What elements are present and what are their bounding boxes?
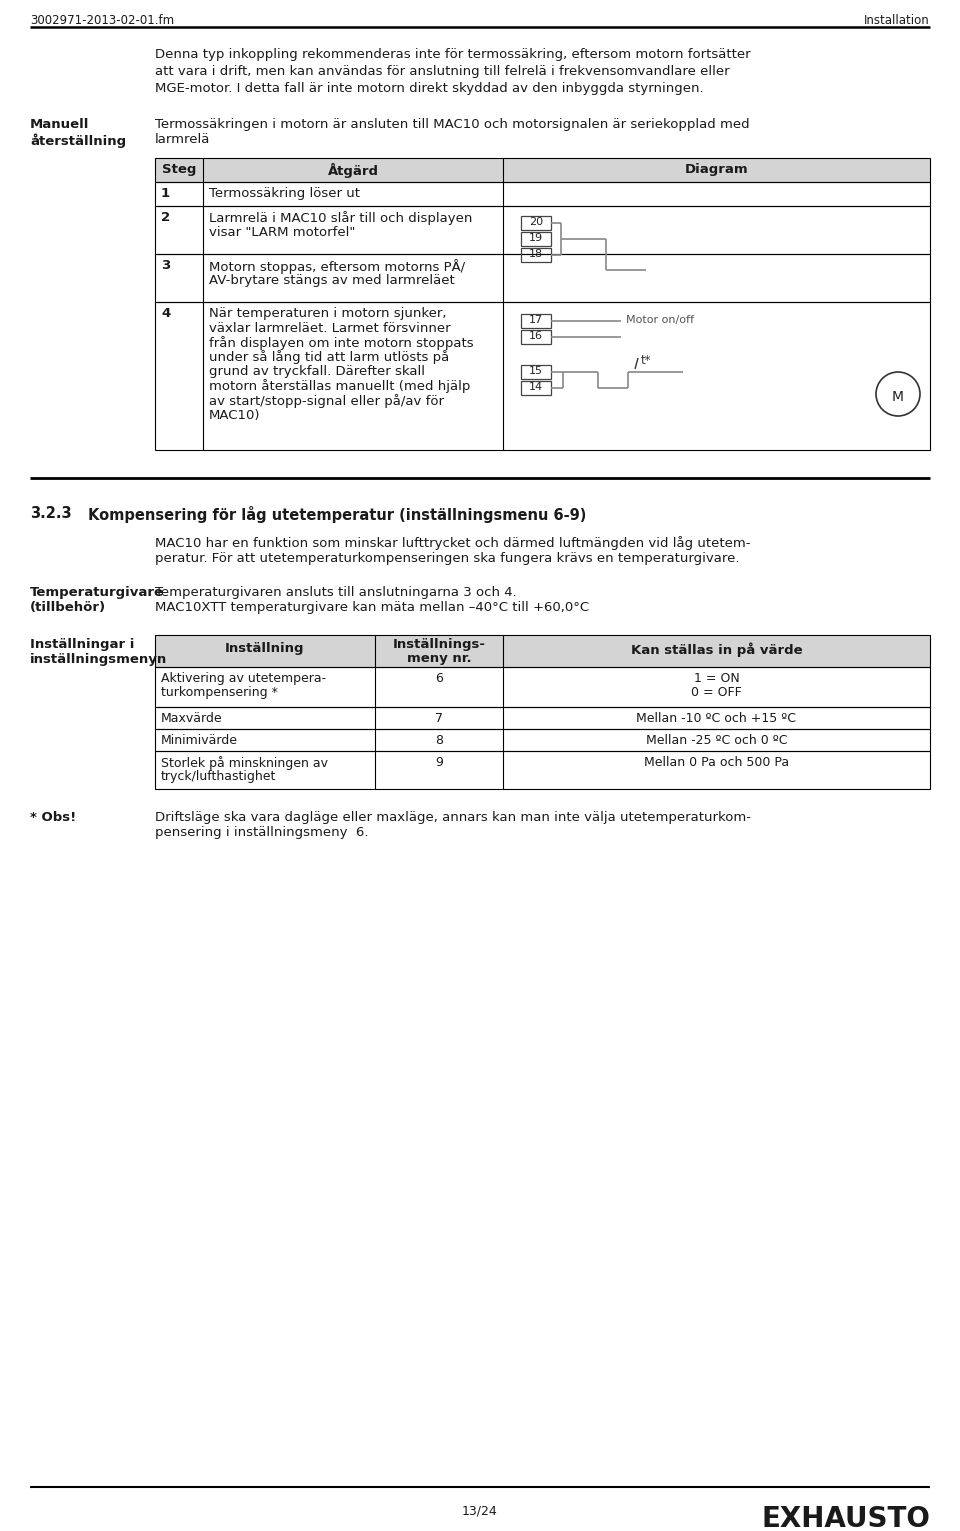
Text: Termossäkring löser ut: Termossäkring löser ut — [209, 187, 360, 201]
Text: av start/stopp-signal eller på/av för: av start/stopp-signal eller på/av för — [209, 393, 444, 407]
Text: under så lång tid att larm utlösts på: under så lång tid att larm utlösts på — [209, 351, 449, 364]
Text: Installation: Installation — [864, 14, 930, 28]
Text: 7: 7 — [435, 712, 443, 726]
Bar — [155, 635, 930, 668]
Text: EXHAUSTO: EXHAUSTO — [761, 1505, 930, 1531]
Bar — [521, 331, 551, 344]
Text: 9: 9 — [435, 756, 443, 769]
Bar — [155, 302, 930, 450]
Bar — [521, 216, 551, 230]
Text: Inställning: Inställning — [226, 641, 304, 655]
Bar — [155, 158, 930, 182]
Text: Denna typ inkoppling rekommenderas inte för termossäkring, eftersom motorn forts: Denna typ inkoppling rekommenderas inte … — [155, 47, 751, 61]
Text: Driftsläge ska vara dagläge eller maxläge, annars kan man inte välja utetemperat: Driftsläge ska vara dagläge eller maxläg… — [155, 811, 751, 824]
Text: Manuell: Manuell — [30, 118, 89, 132]
Text: 18: 18 — [529, 250, 543, 259]
Text: Termossäkringen i motorn är ansluten till MAC10 och motorsignalen är seriekoppla: Termossäkringen i motorn är ansluten til… — [155, 118, 750, 132]
Bar — [155, 158, 930, 182]
Text: Storlek på minskningen av: Storlek på minskningen av — [161, 756, 328, 770]
Text: Maxvärde: Maxvärde — [161, 712, 223, 726]
Bar — [521, 381, 551, 395]
Text: 20: 20 — [529, 217, 543, 227]
Bar — [521, 248, 551, 262]
Text: växlar larmreläet. Larmet försvinner: växlar larmreläet. Larmet försvinner — [209, 322, 450, 334]
Bar — [521, 233, 551, 246]
Bar — [155, 635, 930, 668]
Text: Mellan -25 ºC och 0 ºC: Mellan -25 ºC och 0 ºC — [646, 733, 787, 747]
Text: turkompensering *: turkompensering * — [161, 686, 277, 700]
Text: Kan ställas in på värde: Kan ställas in på värde — [631, 641, 803, 657]
Text: tryck/lufthastighet: tryck/lufthastighet — [161, 770, 276, 782]
Bar — [155, 254, 930, 302]
Text: Inställnings-: Inställnings- — [393, 638, 486, 651]
Text: MGE-motor. I detta fall är inte motorn direkt skyddad av den inbyggda styrningen: MGE-motor. I detta fall är inte motorn d… — [155, 83, 704, 95]
Text: Åtgärd: Åtgärd — [327, 162, 378, 178]
Text: Mellan -10 ºC och +15 ºC: Mellan -10 ºC och +15 ºC — [636, 712, 797, 726]
Text: Motor on/off: Motor on/off — [626, 315, 694, 325]
Text: grund av tryckfall. Därefter skall: grund av tryckfall. Därefter skall — [209, 364, 425, 378]
Text: visar "LARM motorfel": visar "LARM motorfel" — [209, 227, 355, 239]
Text: Larmrelä i MAC10 slår till och displayen: Larmrelä i MAC10 slår till och displayen — [209, 211, 472, 225]
Bar — [155, 182, 930, 207]
Bar — [155, 729, 930, 752]
Text: När temperaturen i motorn sjunker,: När temperaturen i motorn sjunker, — [209, 308, 446, 320]
Text: 0 = OFF: 0 = OFF — [691, 686, 742, 700]
Text: Motorn stoppas, eftersom motorns PÅ/: Motorn stoppas, eftersom motorns PÅ/ — [209, 259, 466, 274]
Text: Minimivärde: Minimivärde — [161, 733, 238, 747]
Bar — [521, 314, 551, 328]
Text: 15: 15 — [529, 366, 543, 377]
Text: Kompensering för låg utetemperatur (inställningsmenu 6-9): Kompensering för låg utetemperatur (inst… — [88, 507, 587, 524]
Text: motorn återställas manuellt (med hjälp: motorn återställas manuellt (med hjälp — [209, 380, 470, 393]
Text: meny nr.: meny nr. — [407, 652, 471, 664]
Text: (tillbehör): (tillbehör) — [30, 602, 107, 614]
Bar — [155, 668, 930, 707]
Bar — [155, 707, 930, 729]
Text: Aktivering av utetempera-: Aktivering av utetempera- — [161, 672, 326, 684]
Text: från displayen om inte motorn stoppats: från displayen om inte motorn stoppats — [209, 335, 473, 351]
Bar — [521, 364, 551, 380]
Text: 3.2.3: 3.2.3 — [30, 507, 72, 521]
Text: 3: 3 — [161, 259, 170, 273]
Bar — [155, 207, 930, 254]
Text: Temperaturgivare: Temperaturgivare — [30, 586, 164, 599]
Text: 1: 1 — [161, 187, 170, 201]
Text: * Obs!: * Obs! — [30, 811, 76, 824]
Text: M: M — [892, 390, 904, 404]
Text: Inställningar i: Inställningar i — [30, 638, 134, 651]
Text: 3002971-2013-02-01.fm: 3002971-2013-02-01.fm — [30, 14, 174, 28]
Text: att vara i drift, men kan användas för anslutning till felrelä i frekvensomvandl: att vara i drift, men kan användas för a… — [155, 64, 730, 78]
Bar — [155, 752, 930, 788]
Text: 13/24: 13/24 — [462, 1505, 498, 1519]
Text: 4: 4 — [161, 308, 170, 320]
Text: MAC10 har en funktion som minskar lufttrycket och därmed luftmängden vid låg ute: MAC10 har en funktion som minskar lufttr… — [155, 536, 751, 550]
Text: AV-brytare stängs av med larmreläet: AV-brytare stängs av med larmreläet — [209, 274, 455, 286]
Text: MAC10): MAC10) — [209, 409, 260, 421]
Text: t*: t* — [641, 354, 652, 367]
Text: peratur. För att utetemperaturkompenseringen ska fungera krävs en temperaturgiva: peratur. För att utetemperaturkompenseri… — [155, 553, 739, 565]
Text: inställningsmenyn: inställningsmenyn — [30, 654, 167, 666]
Text: Steg: Steg — [162, 162, 196, 176]
Text: larmrelä: larmrelä — [155, 133, 210, 145]
Text: MAC10XTT temperaturgivare kan mäta mellan –40°C till +60,0°C: MAC10XTT temperaturgivare kan mäta mella… — [155, 602, 589, 614]
Text: 6: 6 — [435, 672, 443, 684]
Text: återställning: återställning — [30, 133, 126, 147]
Text: 8: 8 — [435, 733, 443, 747]
Text: pensering i inställningsmeny  6.: pensering i inställningsmeny 6. — [155, 827, 369, 839]
Text: 2: 2 — [161, 211, 170, 224]
Text: 14: 14 — [529, 383, 543, 392]
Text: 17: 17 — [529, 315, 543, 325]
Text: Diagram: Diagram — [684, 162, 748, 176]
Text: 1 = ON: 1 = ON — [694, 672, 739, 684]
Text: 19: 19 — [529, 233, 543, 243]
Text: 16: 16 — [529, 331, 543, 341]
Text: Mellan 0 Pa och 500 Pa: Mellan 0 Pa och 500 Pa — [644, 756, 789, 769]
Text: Temperaturgivaren ansluts till anslutningarna 3 och 4.: Temperaturgivaren ansluts till anslutnin… — [155, 586, 516, 599]
